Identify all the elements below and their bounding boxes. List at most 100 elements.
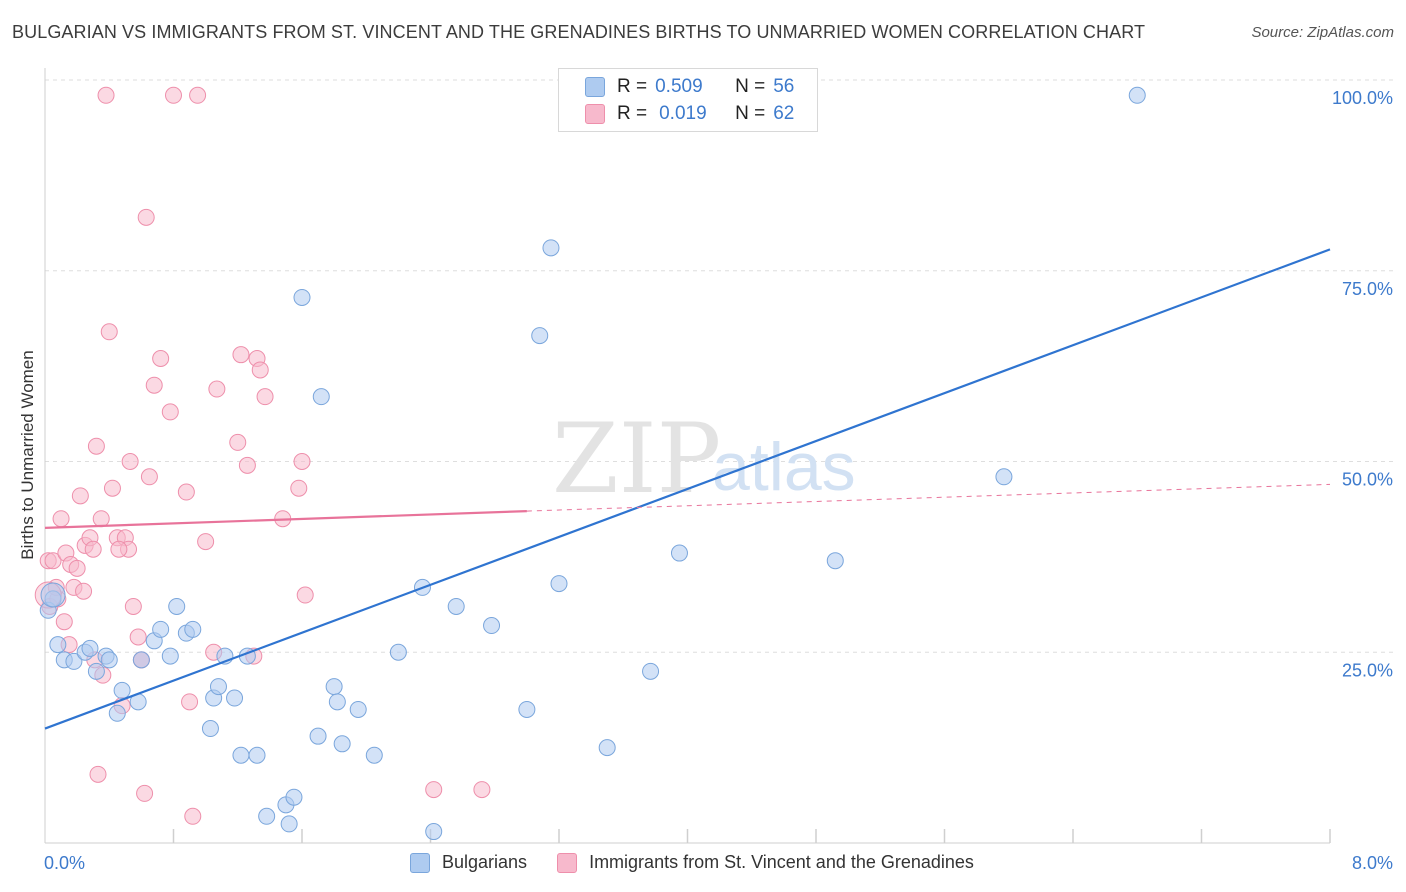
legend-n-label: N = [735, 103, 766, 124]
y-tick-label: 100.0% [1332, 88, 1393, 108]
immigrant-point [165, 86, 182, 104]
bulgarian-point [81, 639, 99, 657]
immigrant-point [425, 781, 443, 799]
bulgarian-point [108, 704, 126, 722]
bulgarian-point [65, 652, 83, 670]
immigrant-point [89, 765, 107, 783]
immigrant-point [55, 613, 73, 631]
immigrant-point [52, 510, 70, 528]
immigrant-point [177, 483, 195, 501]
y-tick-label: 75.0% [1342, 279, 1393, 299]
immigrant-point [136, 784, 154, 802]
bulgarian-point [248, 746, 266, 764]
immigrant-point [290, 479, 308, 497]
immigrant-point [229, 433, 247, 451]
immigrant-point [124, 597, 142, 615]
series-immigrants-points [34, 86, 491, 825]
bulgarian-point [100, 651, 118, 669]
legend-swatch-pink [585, 104, 605, 124]
immigrant-point [251, 361, 269, 379]
immigrant-point [140, 468, 158, 486]
bulgarian-point [542, 239, 560, 257]
immigrant-point [473, 781, 491, 799]
bulgarian-point [312, 388, 330, 406]
legend-n-value: 56 [773, 76, 795, 97]
bulgarian-point [325, 678, 343, 696]
x-tick-label: 8.0% [1352, 853, 1393, 873]
watermark-zip: ZIP [552, 403, 721, 515]
immigrant-point [44, 552, 62, 570]
tick-labels: 100.0% 75.0% 50.0% 25.0% 0.0% 8.0% [44, 88, 1393, 873]
immigrant-point [71, 487, 89, 505]
immigrant-point [189, 86, 207, 104]
immigrant-point [84, 540, 102, 558]
bulgarian-point [333, 735, 351, 753]
bulgarian-point [447, 597, 465, 615]
immigrant-point [152, 349, 170, 367]
legend-item-bulgarians[interactable]: Bulgarians [410, 852, 527, 873]
immigrant-point [232, 346, 250, 364]
legend-label-bulgarians: Bulgarians [442, 852, 528, 872]
bulgarian-point [518, 700, 536, 718]
bulgarian-point [995, 468, 1013, 486]
legend-r-value: 0.019 [659, 103, 707, 124]
bulgarian-point [483, 617, 501, 635]
immigrant-point [293, 453, 311, 470]
axes [44, 68, 1331, 844]
bulgarian-point [425, 823, 443, 841]
bulgarian-point [550, 575, 568, 593]
legend-r-label: R = [617, 76, 648, 97]
legend-swatch-pink [557, 852, 578, 873]
immigrant-point [129, 628, 147, 646]
immigrant-point [161, 403, 179, 421]
x-tick-label: 0.0% [44, 853, 85, 873]
bulgarian-point [280, 815, 298, 833]
legend-swatch-blue [410, 852, 430, 873]
immigrant-point [208, 380, 226, 398]
immigrant-point [145, 376, 163, 394]
legend-row-bulgarians: R = 0.509 N = 56 [585, 76, 794, 98]
bulgarian-point [642, 662, 660, 680]
bulgarian-point [232, 746, 250, 764]
bulgarian-point [531, 327, 549, 345]
immigrant-point [296, 586, 314, 604]
source-credit: Source: ZipAtlas.com [1251, 24, 1394, 41]
immigrant-point [197, 533, 215, 551]
immigrants-trend-extension [526, 483, 1331, 512]
legend-label-immigrants: Immigrants from St. Vincent and the Gren… [589, 852, 974, 872]
trend-lines [44, 248, 1331, 730]
immigrant-point [181, 693, 199, 711]
bulgarian-point [1128, 86, 1146, 104]
immigrant-point [110, 540, 128, 558]
immigrant-point [184, 807, 202, 825]
immigrant-point [87, 437, 105, 455]
immigrant-point [92, 510, 110, 528]
watermark-atlas: atlas [712, 429, 856, 505]
bulgarian-point [40, 582, 66, 608]
bulgarian-point [113, 681, 131, 699]
bulgarian-point [201, 720, 219, 738]
bulgarian-point [670, 544, 688, 562]
y-tick-label: 50.0% [1342, 470, 1393, 490]
bulgarian-point [161, 647, 179, 665]
legend-n-value: 62 [773, 103, 795, 124]
immigrant-point [121, 453, 139, 470]
chart-title: BULGARIAN VS IMMIGRANTS FROM ST. VINCENT… [12, 22, 1146, 42]
bulgarian-point [87, 662, 105, 680]
immigrant-point [68, 559, 86, 577]
immigrant-point [238, 456, 256, 474]
bulgarian-point [293, 288, 311, 306]
grid-lines [45, 79, 1395, 653]
bulgarians-trend-line [44, 248, 1331, 730]
immigrant-point [75, 582, 93, 600]
immigrant-point [137, 208, 155, 226]
legend-r-label: R = [617, 103, 648, 124]
immigrant-point [103, 479, 121, 497]
bulgarian-point [328, 693, 346, 711]
correlation-legend: R = 0.509 N = 56 R = 0.019 N = 62 [558, 68, 818, 132]
bulgarian-point [285, 788, 303, 806]
bulgarian-point [168, 597, 186, 615]
legend-item-immigrants[interactable]: Immigrants from St. Vincent and the Gren… [557, 852, 974, 873]
immigrants-trend-line [44, 509, 527, 529]
